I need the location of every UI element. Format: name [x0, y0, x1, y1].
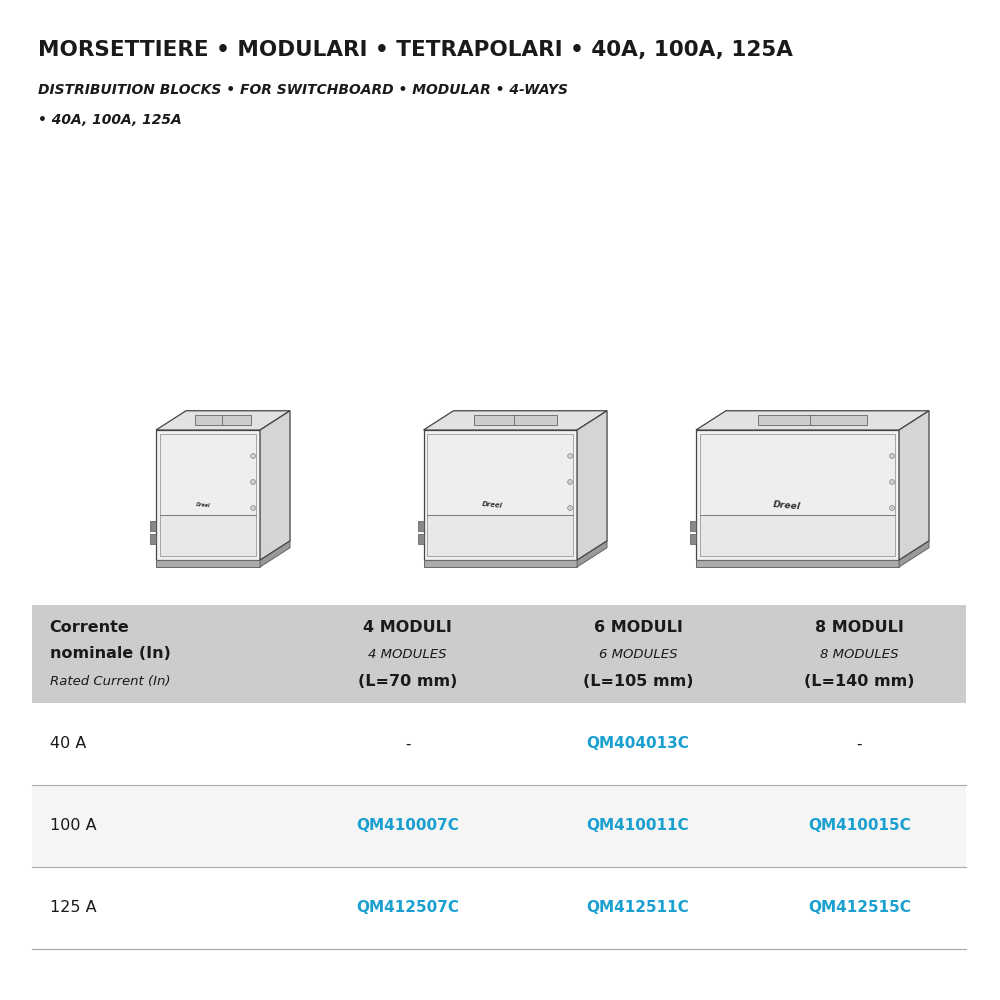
Text: Dreel: Dreel: [773, 500, 802, 511]
Polygon shape: [418, 534, 424, 544]
Polygon shape: [690, 534, 696, 544]
Polygon shape: [156, 430, 260, 560]
Polygon shape: [150, 534, 156, 544]
Polygon shape: [899, 411, 929, 560]
Circle shape: [890, 480, 895, 485]
Circle shape: [251, 454, 256, 458]
Polygon shape: [260, 411, 290, 560]
Polygon shape: [577, 541, 607, 567]
Polygon shape: [577, 411, 607, 560]
Text: 8 MODULI: 8 MODULI: [815, 619, 904, 635]
Polygon shape: [514, 415, 557, 425]
Polygon shape: [195, 415, 224, 425]
Text: QM410007C: QM410007C: [356, 818, 459, 833]
Polygon shape: [696, 411, 929, 430]
Circle shape: [568, 480, 573, 485]
Text: 6 MODULI: 6 MODULI: [594, 619, 682, 635]
Text: Dreel: Dreel: [195, 502, 210, 509]
Polygon shape: [810, 415, 867, 425]
Polygon shape: [150, 521, 156, 531]
Polygon shape: [260, 541, 290, 567]
Text: Dreel: Dreel: [482, 502, 503, 509]
Polygon shape: [427, 515, 573, 556]
Text: 40 A: 40 A: [50, 736, 86, 752]
Text: nominale (In): nominale (In): [50, 647, 170, 662]
Text: (L=70 mm): (L=70 mm): [358, 674, 457, 688]
FancyBboxPatch shape: [32, 703, 966, 785]
Text: • 40A, 100A, 125A: • 40A, 100A, 125A: [38, 113, 181, 127]
Circle shape: [890, 454, 895, 458]
Text: DISTRIBUITION BLOCKS • FOR SWITCHBOARD • MODULAR • 4-WAYS: DISTRIBUITION BLOCKS • FOR SWITCHBOARD •…: [38, 83, 568, 97]
Polygon shape: [424, 411, 607, 430]
Text: 4 MODULI: 4 MODULI: [363, 619, 452, 635]
Circle shape: [251, 480, 256, 485]
Text: QM410011C: QM410011C: [587, 818, 689, 833]
Text: QM412507C: QM412507C: [356, 900, 459, 916]
Polygon shape: [424, 560, 577, 567]
Text: 8 MODULES: 8 MODULES: [820, 648, 899, 660]
Polygon shape: [696, 430, 899, 560]
Text: Rated Current (In): Rated Current (In): [50, 674, 170, 688]
Text: QM404013C: QM404013C: [587, 736, 689, 752]
FancyBboxPatch shape: [32, 605, 966, 703]
Polygon shape: [758, 415, 815, 425]
Text: QM410015C: QM410015C: [808, 818, 911, 833]
Text: Corrente: Corrente: [50, 619, 129, 635]
Text: QM412511C: QM412511C: [587, 900, 689, 916]
Circle shape: [568, 506, 573, 510]
FancyBboxPatch shape: [32, 867, 966, 949]
Text: -: -: [405, 736, 410, 752]
Text: 6 MODULES: 6 MODULES: [599, 648, 677, 660]
Text: 100 A: 100 A: [50, 818, 96, 833]
Text: 125 A: 125 A: [50, 900, 96, 916]
Polygon shape: [427, 434, 573, 515]
Text: QM412515C: QM412515C: [808, 900, 911, 916]
FancyBboxPatch shape: [32, 785, 966, 867]
Polygon shape: [690, 521, 696, 531]
Polygon shape: [156, 560, 260, 567]
Polygon shape: [700, 434, 895, 515]
Polygon shape: [160, 515, 256, 556]
Text: (L=140 mm): (L=140 mm): [804, 674, 915, 688]
Polygon shape: [418, 521, 424, 531]
Polygon shape: [424, 430, 577, 560]
Polygon shape: [222, 415, 251, 425]
Polygon shape: [474, 415, 517, 425]
Polygon shape: [160, 434, 256, 515]
Polygon shape: [700, 515, 895, 556]
Text: (L=105 mm): (L=105 mm): [583, 674, 693, 688]
Polygon shape: [696, 560, 899, 567]
Text: 4 MODULES: 4 MODULES: [368, 648, 447, 660]
Polygon shape: [156, 411, 290, 430]
Circle shape: [251, 506, 256, 510]
Circle shape: [568, 454, 573, 458]
Text: -: -: [857, 736, 862, 752]
Circle shape: [890, 506, 895, 510]
Polygon shape: [899, 541, 929, 567]
Text: MORSETTIERE • MODULARI • TETRAPOLARI • 40A, 100A, 125A: MORSETTIERE • MODULARI • TETRAPOLARI • 4…: [38, 40, 793, 60]
